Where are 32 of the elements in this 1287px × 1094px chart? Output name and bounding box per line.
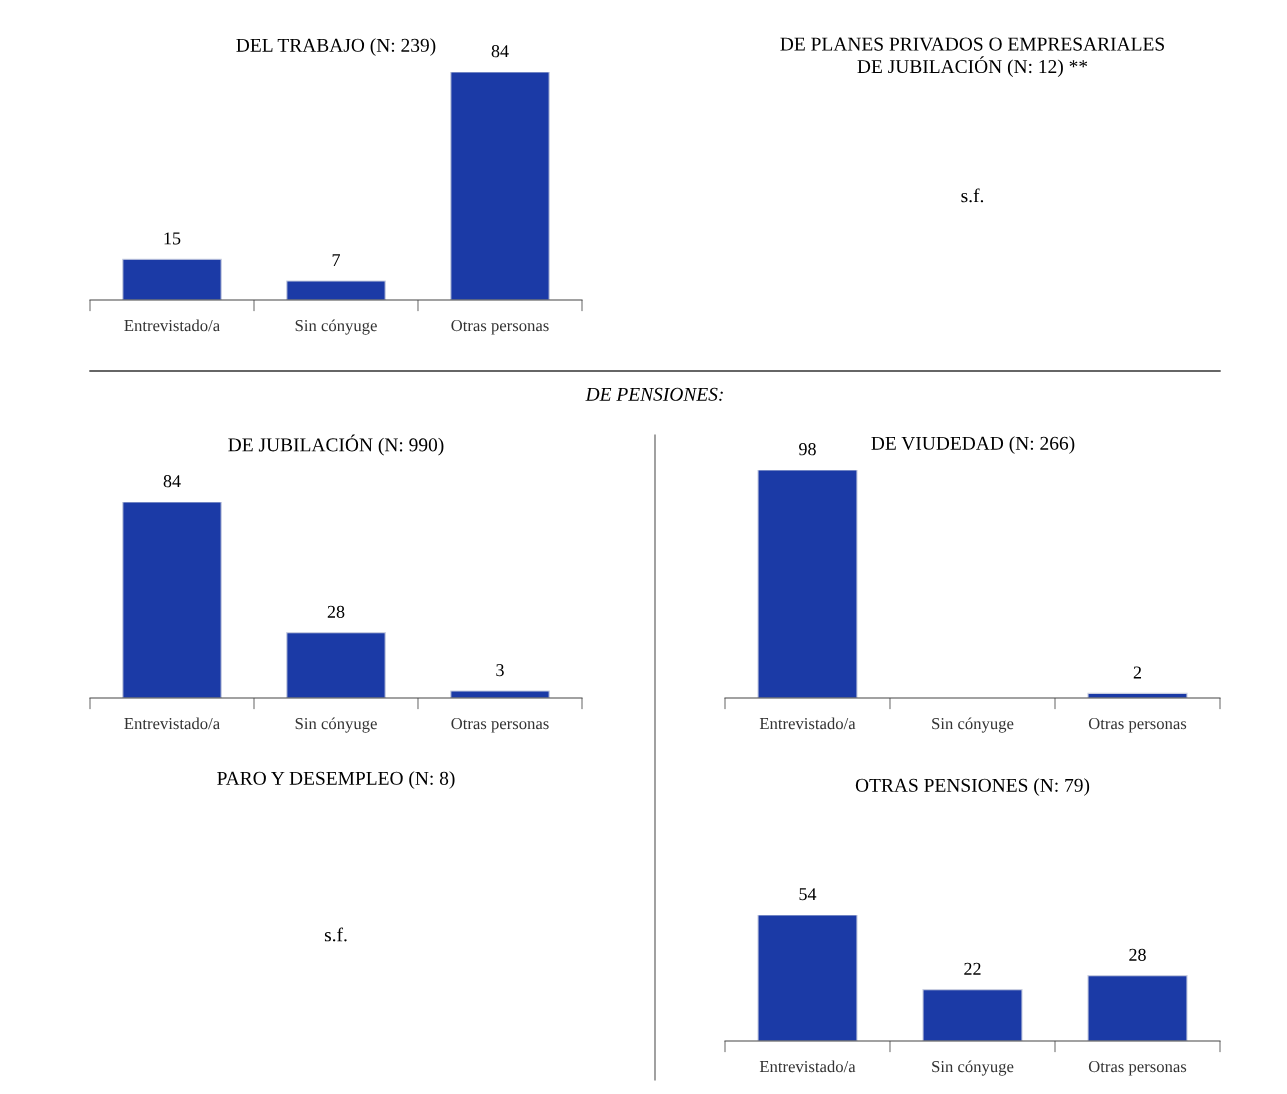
chart-title: DE VIUDEDAD (N: 266) — [871, 436, 1075, 454]
x-tick-label: Otras personas — [451, 717, 549, 733]
chart-title: DEL TRABAJO (N: 239) — [236, 38, 436, 56]
x-tick-label: Otras personas — [1088, 1060, 1187, 1076]
x-tick-label: Sin cónyuge — [932, 717, 1014, 733]
data-label: 28 — [327, 605, 345, 618]
x-tick-label: Otras personas — [451, 319, 549, 335]
chart-title: OTRAS PENSIONES (N: 79) — [855, 778, 1090, 796]
data-label: 98 — [799, 443, 816, 456]
data-label: 22 — [964, 962, 981, 975]
x-tick-label: Entrevistado/a — [759, 717, 856, 730]
x-tick-label: Entrevistado/a — [124, 717, 220, 730]
data-label: 2 — [1133, 666, 1142, 679]
x-tick-label: Sin cónyuge — [932, 1060, 1014, 1076]
text: PARO Y DESEMPLEO (N: 8) — [217, 771, 455, 789]
data-label: 7 — [332, 254, 340, 267]
text: DE PLANES PRIVADOS O EMPRESARIALES DE JUBILACIÓN (N: 12) ** — [780, 37, 1164, 78]
data-label: 84 — [163, 475, 181, 488]
data-label: 15 — [164, 232, 181, 245]
data-label: 3 — [496, 664, 504, 677]
data-label: 84 — [491, 45, 509, 58]
x-tick-label: Entrevistado/a — [759, 1060, 856, 1073]
data-label: 54 — [799, 888, 817, 901]
x-tick-label: Entrevistado/a — [124, 319, 220, 332]
text: s.f. — [961, 188, 984, 203]
data-label: 28 — [1129, 948, 1146, 961]
x-tick-label: Sin cónyuge — [295, 319, 377, 335]
x-tick-label: Otras personas — [1088, 717, 1187, 733]
x-tick-label: Sin cónyuge — [295, 717, 377, 733]
text: s.f. — [324, 927, 347, 942]
text: DE PENSIONES: — [585, 387, 723, 401]
chart-title: DE JUBILACIÓN (N: 990) — [228, 434, 444, 456]
